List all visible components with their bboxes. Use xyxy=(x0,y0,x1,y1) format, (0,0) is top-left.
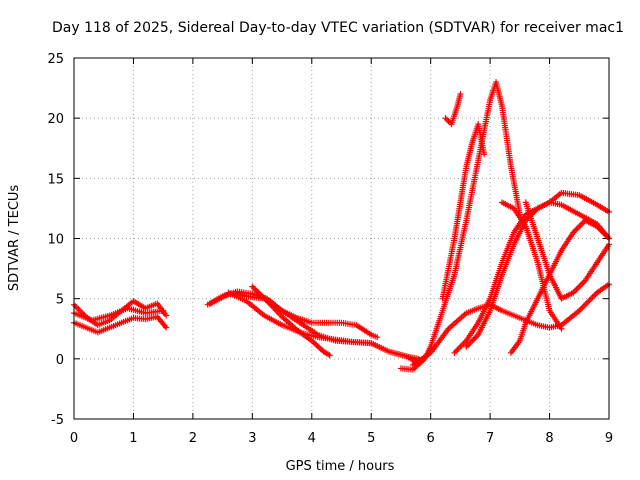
data-point xyxy=(558,325,565,332)
series-late-5 xyxy=(522,199,612,302)
series-late-1 xyxy=(409,281,612,368)
data-point xyxy=(163,312,170,319)
y-tick-label: -5 xyxy=(51,413,64,428)
series-late-3 xyxy=(463,189,612,350)
series-rise-peak-1 xyxy=(397,79,523,373)
data-point xyxy=(317,345,324,352)
data-point xyxy=(249,283,256,290)
data-point xyxy=(311,340,318,347)
data-point xyxy=(160,307,167,314)
data-point xyxy=(326,352,333,359)
series-late-6 xyxy=(499,199,565,332)
data-point xyxy=(163,324,170,331)
series-rise-peak-2 xyxy=(439,121,488,302)
data-point xyxy=(481,151,488,158)
x-tick-label: 0 xyxy=(70,431,78,446)
data-point xyxy=(250,285,257,292)
y-tick-label: 20 xyxy=(47,112,64,127)
series-arc-early-2 xyxy=(71,313,170,336)
x-tick-label: 9 xyxy=(605,431,613,446)
series-arc-mid-4 xyxy=(225,289,422,367)
data-point xyxy=(374,334,381,341)
plot-frame xyxy=(73,57,610,420)
x-tick-label: 7 xyxy=(486,431,494,446)
series-peak-cluster xyxy=(442,91,464,128)
data-point xyxy=(252,286,259,293)
y-axis-label: SDTVAR / TECUs xyxy=(7,185,22,292)
data-point xyxy=(316,344,323,351)
x-tick-label: 8 xyxy=(545,431,553,446)
data-point xyxy=(313,341,320,348)
series-arc-early-3 xyxy=(71,305,167,324)
x-tick-label: 4 xyxy=(308,431,316,446)
y-tick-label: 10 xyxy=(47,233,64,248)
x-tick-label: 5 xyxy=(367,431,375,446)
x-tick-label: 3 xyxy=(248,431,256,446)
x-tick-label: 1 xyxy=(129,431,137,446)
x-axis-label: GPS time / hours xyxy=(286,459,395,474)
data-point xyxy=(314,343,321,350)
grid-layer xyxy=(74,58,609,419)
y-tick-label: 15 xyxy=(47,172,64,187)
chart-title: Day 118 of 2025, Sidereal Day-to-day VTE… xyxy=(52,20,624,36)
tick-layer: 0 1 2 3 4 5 6 7 8 9 -5 0 5 10 15 20 25 xyxy=(47,52,613,446)
x-tick-label: 2 xyxy=(189,431,197,446)
data-point xyxy=(457,91,464,98)
y-tick-label: 5 xyxy=(56,293,64,308)
x-tick-label: 6 xyxy=(427,431,435,446)
y-tick-label: 0 xyxy=(56,353,64,368)
series-late-4 xyxy=(507,217,612,356)
y-tick-label: 25 xyxy=(47,52,64,67)
points-layer xyxy=(71,79,612,373)
